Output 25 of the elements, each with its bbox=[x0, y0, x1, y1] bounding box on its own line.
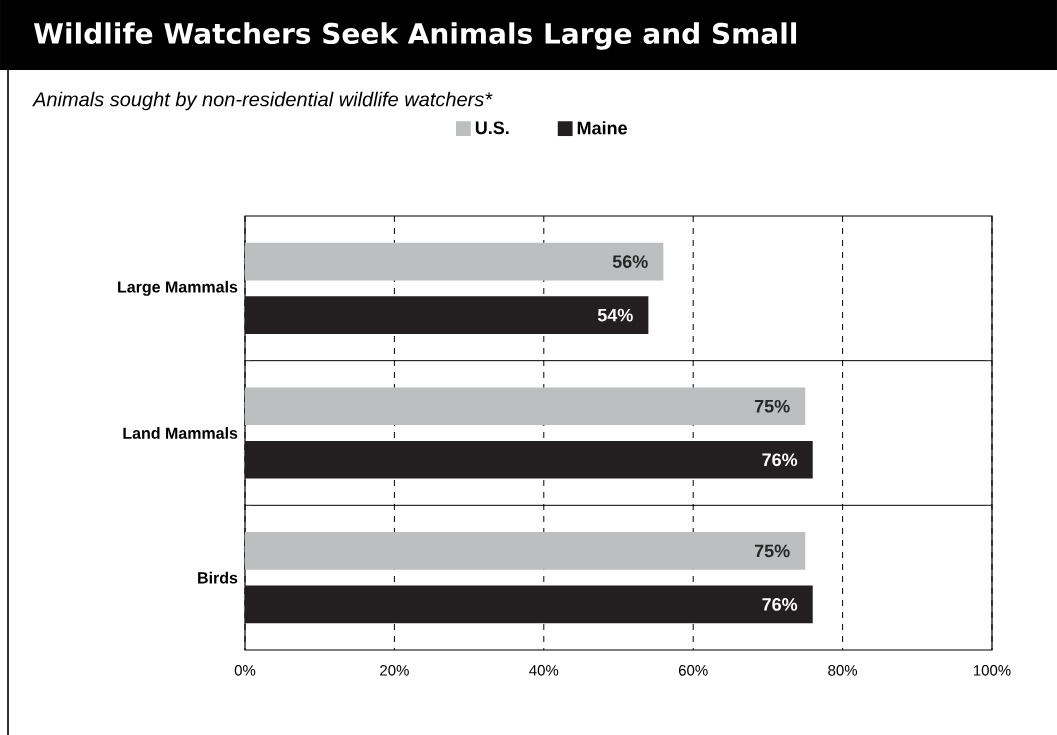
bar bbox=[245, 242, 664, 281]
data-label: 56% bbox=[612, 255, 648, 268]
legend-label: U.S. bbox=[475, 121, 509, 135]
y-tick-label: Large Mammals bbox=[118, 280, 238, 296]
x-tick-label: 100% bbox=[973, 665, 1011, 676]
data-label: 76% bbox=[762, 453, 798, 467]
bar bbox=[245, 532, 806, 570]
x-tick-label: 40% bbox=[529, 665, 559, 676]
bar bbox=[245, 440, 813, 479]
chart-subtitle: Animals sought by non-residential wildlife watchers* bbox=[32, 91, 493, 111]
bar bbox=[245, 387, 806, 426]
bar bbox=[245, 296, 649, 334]
x-tick-label: 0% bbox=[234, 665, 256, 676]
chart-title: Wildlife Watchers Seek Animals Large and Small bbox=[33, 22, 797, 50]
data-label: 75% bbox=[754, 399, 790, 413]
data-label: 76% bbox=[762, 598, 798, 611]
x-tick-label: 60% bbox=[678, 665, 708, 676]
bar bbox=[245, 585, 813, 624]
x-tick-label: 80% bbox=[828, 665, 858, 676]
x-tick-label: 20% bbox=[380, 665, 409, 676]
y-tick-label: Land Mammals bbox=[123, 427, 238, 439]
legend-label: Maine bbox=[577, 121, 627, 135]
data-label: 54% bbox=[597, 308, 633, 322]
data-label: 75% bbox=[754, 544, 790, 558]
y-tick-label: Birds bbox=[198, 571, 238, 584]
